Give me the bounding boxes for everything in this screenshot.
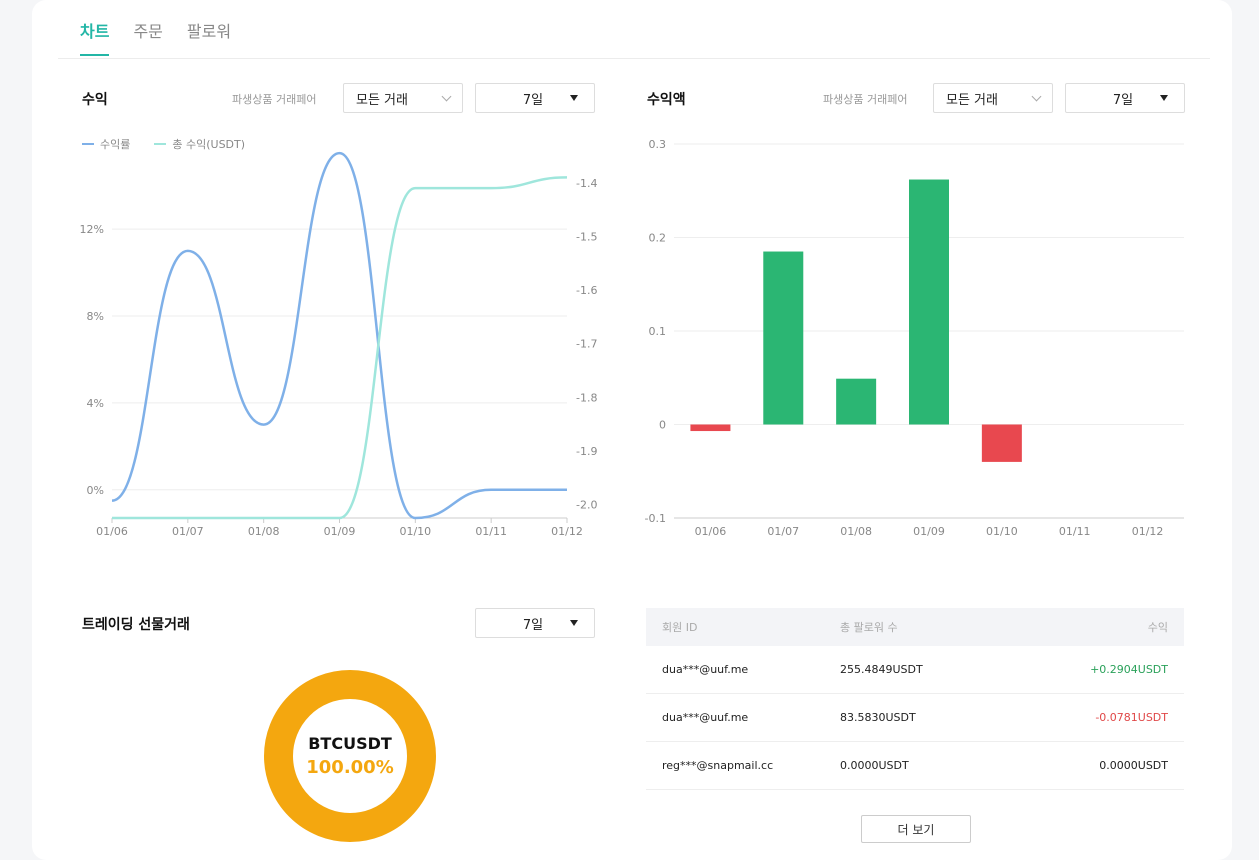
caret-down-icon bbox=[570, 620, 578, 626]
amount-panel-title: 수익액 bbox=[647, 92, 686, 108]
profit-amount-bar-chart: 0.3 0.2 0.1 0 -0.1 01/06 01/07 01/08 01/09 01/10 0… bbox=[645, 138, 1184, 538]
cell-member-id: reg***@snapmail.cc bbox=[662, 759, 774, 772]
x-tick-label: 01/07 bbox=[767, 525, 799, 538]
tab-bar: 차트 주문 팔로워 bbox=[80, 18, 231, 56]
right-tick-label: -1.4 bbox=[576, 177, 597, 190]
cell-total: 255.4849USDT bbox=[840, 663, 923, 676]
x-tick-label: 01/10 bbox=[399, 525, 431, 538]
profit-period-select-value: 7일 bbox=[522, 92, 544, 108]
x-tick-label: 01/07 bbox=[172, 525, 204, 538]
right-tick-label: -1.8 bbox=[576, 391, 597, 404]
trading-donut-chart: BTCUSDT 100.00% bbox=[264, 670, 436, 842]
x-tick-label: 01/11 bbox=[1059, 525, 1091, 538]
caret-down-icon bbox=[1160, 95, 1168, 101]
right-tick-label: -2.0 bbox=[576, 499, 597, 512]
x-tick-label: 01/09 bbox=[324, 525, 356, 538]
x-tick-label: 01/11 bbox=[475, 525, 507, 538]
tab-followers[interactable]: 팔로워 bbox=[186, 22, 232, 41]
profit-pair-select-value: 모든 거래 bbox=[356, 92, 408, 108]
right-tick-label: -1.6 bbox=[576, 284, 597, 297]
x-tick-label: 01/08 bbox=[248, 525, 280, 538]
x-tick-label: 01/08 bbox=[840, 525, 872, 538]
right-tick-label: -1.5 bbox=[576, 230, 597, 243]
profit-pair-label: 파생상품 거래페어 bbox=[232, 93, 317, 106]
cell-profit: +0.2904USDT bbox=[1090, 663, 1168, 676]
y-tick-label: 0.2 bbox=[649, 232, 667, 245]
legend-line-icon bbox=[82, 143, 94, 145]
tab-orders[interactable]: 주문 bbox=[133, 22, 163, 41]
left-tick-label: 0% bbox=[87, 484, 104, 497]
cell-profit: -0.0781USDT bbox=[1095, 711, 1168, 724]
x-tick-label: 01/06 bbox=[695, 525, 727, 538]
left-tick-label: 4% bbox=[87, 397, 104, 410]
legend-label-total: 총 수익(USDT) bbox=[172, 138, 246, 151]
profit-pair-select[interactable]: 모든 거래 bbox=[343, 83, 463, 113]
tab-chart[interactable]: 차트 bbox=[80, 18, 110, 56]
donut-symbol: BTCUSDT bbox=[308, 734, 392, 753]
bar bbox=[981, 424, 1022, 462]
profit-period-select[interactable]: 7일 bbox=[475, 83, 595, 113]
y-tick-label: 0.1 bbox=[649, 325, 667, 338]
cell-member-id: dua***@uuf.me bbox=[662, 711, 749, 724]
bar bbox=[763, 251, 804, 425]
tab-divider bbox=[58, 58, 1210, 59]
amount-pair-label: 파생상품 거래페어 bbox=[823, 93, 908, 106]
caret-down-icon bbox=[570, 95, 578, 101]
bar bbox=[690, 424, 731, 432]
table-row: reg***@snapmail.cc 0.0000USDT 0.0000USDT bbox=[646, 742, 1184, 790]
amount-pair-select-value: 모든 거래 bbox=[946, 92, 998, 108]
amount-period-select[interactable]: 7일 bbox=[1065, 83, 1185, 113]
cell-profit: 0.0000USDT bbox=[1099, 759, 1168, 772]
trading-period-select-value: 7일 bbox=[522, 617, 544, 633]
profit-legend: 수익률 총 수익(USDT) bbox=[82, 136, 245, 152]
x-tick-label: 01/06 bbox=[96, 525, 128, 538]
series-line-1 bbox=[111, 151, 567, 520]
profit-panel-title: 수익 bbox=[82, 92, 108, 108]
table-row: dua***@uuf.me 255.4849USDT +0.2904USDT bbox=[646, 646, 1184, 694]
amount-period-select-value: 7일 bbox=[1112, 92, 1134, 108]
table-row: dua***@uuf.me 83.5830USDT -0.0781USDT bbox=[646, 694, 1184, 742]
right-tick-label: -1.7 bbox=[576, 338, 597, 351]
cell-total: 83.5830USDT bbox=[840, 711, 916, 724]
more-button[interactable]: 더 보기 bbox=[861, 815, 971, 843]
y-tick-label: -0.1 bbox=[645, 512, 666, 525]
table-header: 회원 ID 총 팔로워 수 수익 bbox=[646, 608, 1184, 646]
y-tick-label: 0.3 bbox=[649, 138, 667, 151]
x-tick-label: 01/09 bbox=[913, 525, 945, 538]
x-tick-label: 01/12 bbox=[551, 525, 583, 538]
legend-line-icon bbox=[154, 143, 167, 145]
trading-period-select[interactable]: 7일 bbox=[475, 608, 595, 638]
legend-item-total: 총 수익(USDT) bbox=[154, 136, 245, 152]
amount-pair-select[interactable]: 모든 거래 bbox=[933, 83, 1053, 113]
left-tick-label: 12% bbox=[80, 223, 104, 236]
right-tick-label: -1.9 bbox=[576, 445, 597, 458]
x-tick-label: 01/12 bbox=[1132, 525, 1164, 538]
donut-share: 100.00% bbox=[306, 757, 394, 778]
trading-panel-title: 트레이딩 선물거래 bbox=[82, 617, 190, 633]
cell-total: 0.0000USDT bbox=[840, 759, 909, 772]
legend-item-rate: 수익률 bbox=[82, 136, 130, 152]
profit-line-chart: 0% 4% 8% 12% -1.4 -1.5 -1.6 -1.7 -1.8 -1.9 -2.0 01/… bbox=[80, 151, 597, 538]
series-line-2 bbox=[112, 176, 568, 520]
bar bbox=[909, 179, 949, 425]
header-member-id: 회원 ID bbox=[662, 621, 698, 634]
header-total: 총 팔로워 수 bbox=[840, 621, 898, 634]
left-tick-label: 8% bbox=[87, 310, 104, 323]
followers-table: 회원 ID 총 팔로워 수 수익 dua***@uuf.me 255.4849U… bbox=[646, 608, 1184, 790]
cell-member-id: dua***@uuf.me bbox=[662, 663, 749, 676]
y-tick-label: 0 bbox=[659, 419, 666, 432]
bar bbox=[836, 378, 877, 425]
header-profit: 수익 bbox=[1147, 621, 1168, 634]
legend-label-rate: 수익률 bbox=[100, 138, 131, 151]
x-tick-label: 01/10 bbox=[986, 525, 1018, 538]
content-card bbox=[32, 0, 1232, 860]
